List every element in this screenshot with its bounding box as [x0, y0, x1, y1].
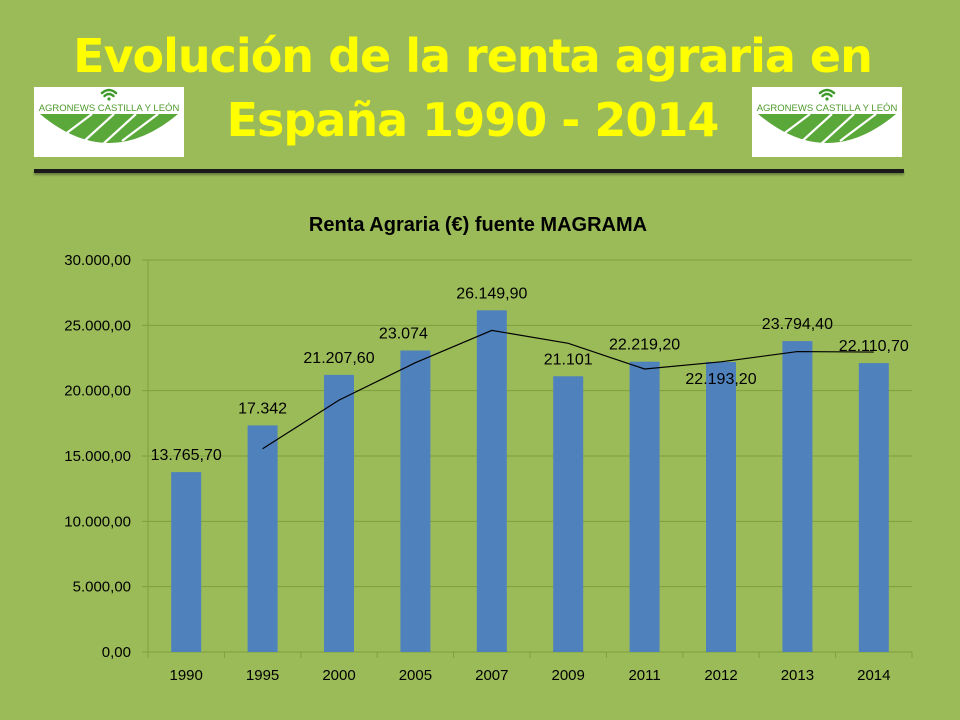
bar-2013: [782, 341, 813, 652]
data-label: 22.219,20: [609, 337, 680, 354]
bar-chart: Renta Agraria (€) fuente MAGRAMA 13.765,…: [64, 214, 913, 684]
chart-title: Renta Agraria (€) fuente MAGRAMA: [309, 214, 647, 236]
x-tick-label: 2011: [628, 667, 660, 684]
moving-average-trendline: [262, 329, 874, 450]
logo-field-shape: [40, 114, 178, 143]
logo-field-shape: [758, 114, 896, 143]
data-label: 22.193,20: [685, 371, 756, 388]
slide-title-line-2: España 1990 - 2014: [226, 93, 720, 147]
y-tick-label: 10.000,00: [64, 513, 131, 530]
x-tick-label: 1990: [170, 667, 203, 684]
agronews-logo-left: AGRONEWS CASTILLA Y LEÓN: [34, 87, 184, 157]
wifi-signal-icon: [100, 88, 118, 101]
y-tick-label: 5.000,00: [73, 579, 131, 596]
trendline-group: [262, 329, 874, 450]
x-tick-label: 2013: [781, 667, 814, 684]
y-tick-label: 15.000,00: [64, 448, 131, 465]
bar-2014: [858, 363, 889, 652]
data-labels: 13.765,70 17.342 21.207,60 23.074 26.149,90 2…: [151, 285, 909, 464]
bar-2005: [400, 350, 431, 652]
y-tick-label: 25.000,00: [64, 317, 131, 334]
logo-brand-text: AGRONEWS CASTILLA Y LEÓN: [39, 103, 180, 114]
x-tick-label: 2005: [399, 667, 432, 684]
x-tick-label: 2007: [475, 667, 508, 684]
data-label: 23.794,40: [762, 316, 833, 333]
logo-brand-text: AGRONEWS CASTILLA Y LEÓN: [757, 103, 898, 114]
slide-title-line-1: Evolución de la renta agraria en: [73, 29, 873, 83]
data-label: 21.101: [544, 351, 593, 368]
bars: [171, 310, 889, 652]
title-divider: [34, 169, 904, 173]
bar-1990: [171, 472, 202, 652]
data-label: 21.207,60: [303, 350, 374, 367]
bar-2009: [553, 376, 584, 652]
y-tick-label: 30.000,00: [64, 252, 131, 269]
data-label: 26.149,90: [456, 285, 527, 302]
x-tick-label: 2012: [704, 667, 737, 684]
wifi-signal-icon: [818, 88, 836, 101]
x-tick-label: 2009: [552, 667, 585, 684]
x-tick-label: 2014: [857, 667, 890, 684]
bar-1995: [247, 425, 278, 652]
data-label: 13.765,70: [151, 447, 222, 464]
slide-title: Evolución de la renta agraria en España …: [0, 24, 945, 152]
x-tick-label: 2000: [322, 667, 355, 684]
bar-2007: [476, 310, 507, 652]
bar-2000: [324, 374, 354, 652]
data-label: 23.074: [379, 325, 428, 342]
bar-2012: [706, 362, 736, 652]
data-label: 22.110,70: [839, 338, 909, 355]
agronews-logo-graphic: AGRONEWS CASTILLA Y LEÓN: [757, 88, 898, 146]
agronews-logo-right: AGRONEWS CASTILLA Y LEÓN: [752, 87, 902, 157]
y-tick-label: 20.000,00: [64, 383, 131, 400]
y-tick-label: 0,00: [102, 644, 131, 661]
x-tick-label: 1995: [246, 667, 279, 684]
agronews-logo-graphic: AGRONEWS CASTILLA Y LEÓN: [39, 88, 180, 146]
bar-2011: [629, 361, 660, 652]
tick-labels: 0,00 5.000,00 10.000,00 15.000,00 20.000,00 2…: [64, 252, 890, 684]
logo-field-furrows: [781, 113, 877, 146]
logo-field-furrows: [63, 113, 159, 146]
data-label: 17.342: [238, 400, 287, 417]
